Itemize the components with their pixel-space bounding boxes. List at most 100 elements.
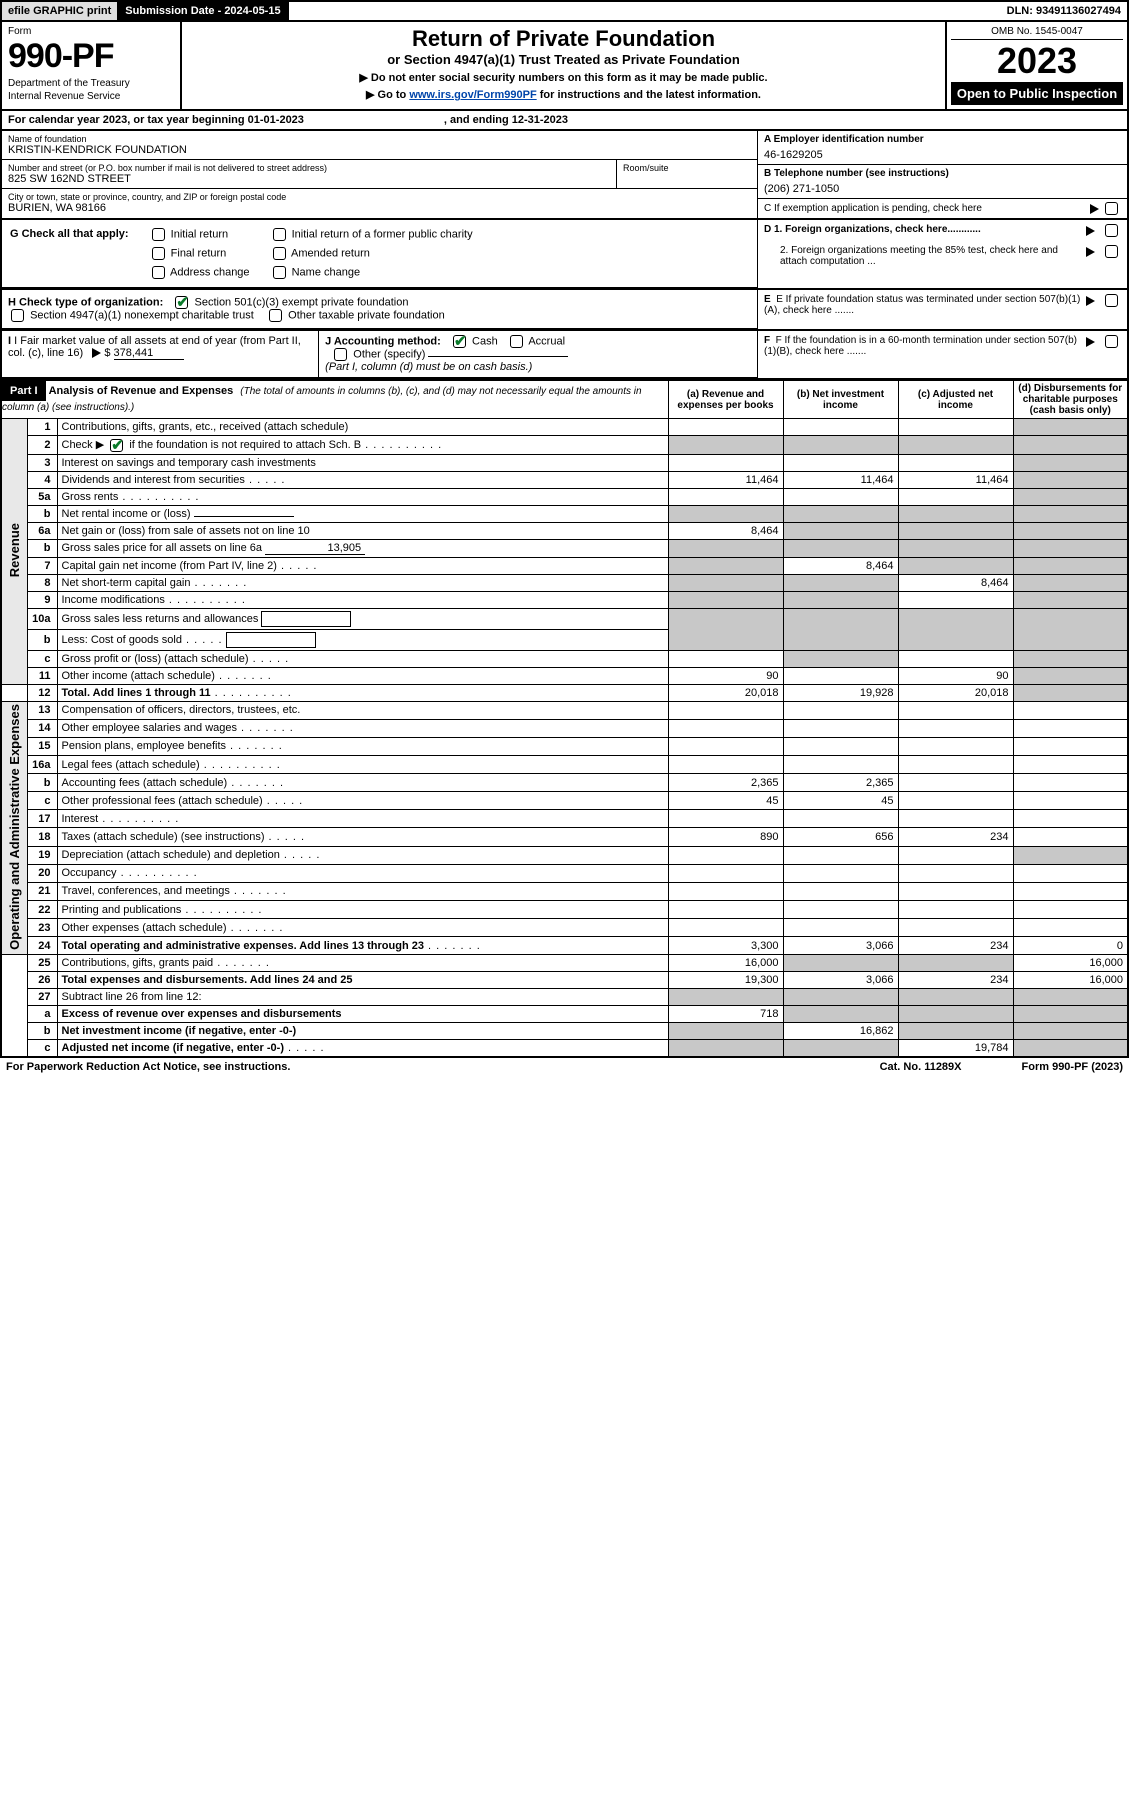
g-amended-checkbox[interactable] <box>273 247 286 260</box>
line-number: 4 <box>27 471 57 488</box>
exemption-pending-cell: C If exemption application is pending, c… <box>758 199 1127 218</box>
irs-link[interactable]: www.irs.gov/Form990PF <box>409 89 536 101</box>
cell-value: 16,862 <box>783 1023 898 1040</box>
footer-paperwork: For Paperwork Reduction Act Notice, see … <box>6 1061 290 1073</box>
note-ssn: ▶ Do not enter social security numbers o… <box>190 71 937 84</box>
entity-info-left: Name of foundation KRISTIN-KENDRICK FOUN… <box>2 131 757 218</box>
arrow-icon <box>1090 204 1099 214</box>
room-cell: Room/suite <box>617 160 757 189</box>
line-desc: Accounting fees (attach schedule) <box>57 774 668 792</box>
d1-label: D 1. Foreign organizations, check here..… <box>764 224 981 235</box>
j-accrual-checkbox[interactable] <box>510 335 523 348</box>
g-address-change-checkbox[interactable] <box>152 266 165 279</box>
cell-value: 19,928 <box>783 684 898 701</box>
cell-value: 3,066 <box>783 937 898 955</box>
line-number: 5a <box>27 488 57 505</box>
line-number: b <box>27 505 57 522</box>
dept-irs: Internal Revenue Service <box>8 91 174 102</box>
table-row: 8 Net short-term capital gain 8,464 <box>1 574 1128 591</box>
j-cash-checkbox[interactable] <box>453 335 466 348</box>
cell-value: 45 <box>668 792 783 810</box>
d1-checkbox[interactable] <box>1105 224 1118 237</box>
table-row: bNet investment income (if negative, ent… <box>1 1023 1128 1040</box>
cell-value: 11,464 <box>668 471 783 488</box>
line-number: 24 <box>27 937 57 955</box>
table-row: 16aLegal fees (attach schedule) <box>1 755 1128 773</box>
line-desc: Contributions, gifts, grants, etc., rece… <box>57 419 668 436</box>
j-other-checkbox[interactable] <box>334 348 347 361</box>
table-row: 7 Capital gain net income (from Part IV,… <box>1 557 1128 574</box>
f-section: F F If the foundation is in a 60-month t… <box>757 331 1127 378</box>
line-number: 3 <box>27 454 57 471</box>
sch-b-checkbox[interactable] <box>110 439 123 452</box>
line-desc: Travel, conferences, and meetings <box>57 882 668 900</box>
line-desc: Gross sales price for all assets on line… <box>57 539 668 557</box>
line-number: 2 <box>27 436 57 455</box>
line-desc: Net rental income or (loss) <box>57 505 668 522</box>
line-number: c <box>27 650 57 667</box>
table-row: 9 Income modifications <box>1 591 1128 608</box>
line-desc: Subtract line 26 from line 12: <box>57 989 668 1006</box>
line-number: 6a <box>27 522 57 539</box>
line-desc: Interest <box>57 810 668 828</box>
h-other-taxable-checkbox[interactable] <box>269 309 282 322</box>
city-cell: City or town, state or province, country… <box>2 189 757 217</box>
ein-cell: A Employer identification number 46-1629… <box>758 131 1127 165</box>
g-opt-final: Final return <box>171 247 227 259</box>
e-checkbox[interactable] <box>1105 294 1118 307</box>
ein-value: 46-1629205 <box>764 149 1121 161</box>
line-desc: Capital gain net income (from Part IV, l… <box>57 557 668 574</box>
table-row: 22Printing and publications <box>1 900 1128 918</box>
h-4947-checkbox[interactable] <box>11 309 24 322</box>
g-name-change-checkbox[interactable] <box>273 266 286 279</box>
table-row: cAdjusted net income (if negative, enter… <box>1 1040 1128 1058</box>
cell-value: 11,464 <box>898 471 1013 488</box>
cell-value: 19,784 <box>898 1040 1013 1058</box>
col-a-header: (a) Revenue and expenses per books <box>668 381 783 419</box>
table-row: 2 Check ▶ if the foundation is not requi… <box>1 436 1128 455</box>
line-desc: Net gain or (loss) from sale of assets n… <box>57 522 668 539</box>
cell-value: 16,000 <box>668 955 783 972</box>
cell-value: 11,464 <box>783 471 898 488</box>
top-bar: efile GRAPHIC print Submission Date - 20… <box>0 0 1129 22</box>
g-initial-return-checkbox[interactable] <box>152 228 165 241</box>
info-h-e-row: H Check type of organization: Section 50… <box>0 290 1129 331</box>
open-public-badge: Open to Public Inspection <box>951 82 1123 105</box>
address-value: 825 SW 162ND STREET <box>8 173 610 185</box>
cell-value: 890 <box>668 828 783 846</box>
entity-info-right: A Employer identification number 46-1629… <box>757 131 1127 218</box>
exemption-pending-label: C If exemption application is pending, c… <box>764 203 1087 214</box>
g-final-return-checkbox[interactable] <box>152 247 165 260</box>
table-row: 23Other expenses (attach schedule) <box>1 919 1128 937</box>
efile-print-button[interactable]: efile GRAPHIC print <box>2 2 119 20</box>
j-note: (Part I, column (d) must be on cash basi… <box>325 361 532 373</box>
info-g-d-row: G Check all that apply: Initial return F… <box>0 220 1129 290</box>
form-number: 990-PF <box>8 37 174 76</box>
form-label: Form <box>8 26 174 37</box>
cell-value: 20,018 <box>898 684 1013 701</box>
line-desc: Compensation of officers, directors, tru… <box>57 701 668 719</box>
telephone-value: (206) 271-1050 <box>764 183 1121 195</box>
cell-value: 8,464 <box>898 574 1013 591</box>
line-number: 17 <box>27 810 57 828</box>
h-501c3-checkbox[interactable] <box>175 296 188 309</box>
arrow-icon <box>1086 247 1095 257</box>
g-opt-address: Address change <box>170 266 250 278</box>
d2-checkbox[interactable] <box>1105 245 1118 258</box>
telephone-cell: B Telephone number (see instructions) (2… <box>758 165 1127 199</box>
g-initial-former-checkbox[interactable] <box>273 228 286 241</box>
line-desc: Less: Cost of goods sold <box>57 629 668 650</box>
note-goto-post: for instructions and the latest informat… <box>537 89 761 101</box>
table-row: b Gross sales price for all assets on li… <box>1 539 1128 557</box>
line-number: 19 <box>27 846 57 864</box>
cell-value: 16,000 <box>1013 972 1128 989</box>
exemption-pending-checkbox[interactable] <box>1105 202 1118 215</box>
cell-value: 16,000 <box>1013 955 1128 972</box>
table-row: 25Contributions, gifts, grants paid 16,0… <box>1 955 1128 972</box>
footer-form-ref: Form 990-PF (2023) <box>1022 1061 1123 1073</box>
cell-value: 8,464 <box>783 557 898 574</box>
f-checkbox[interactable] <box>1105 335 1118 348</box>
foundation-name-label: Name of foundation <box>8 134 751 144</box>
h-opt1: Section 501(c)(3) exempt private foundat… <box>194 296 408 308</box>
g-label: G Check all that apply: <box>10 228 129 240</box>
